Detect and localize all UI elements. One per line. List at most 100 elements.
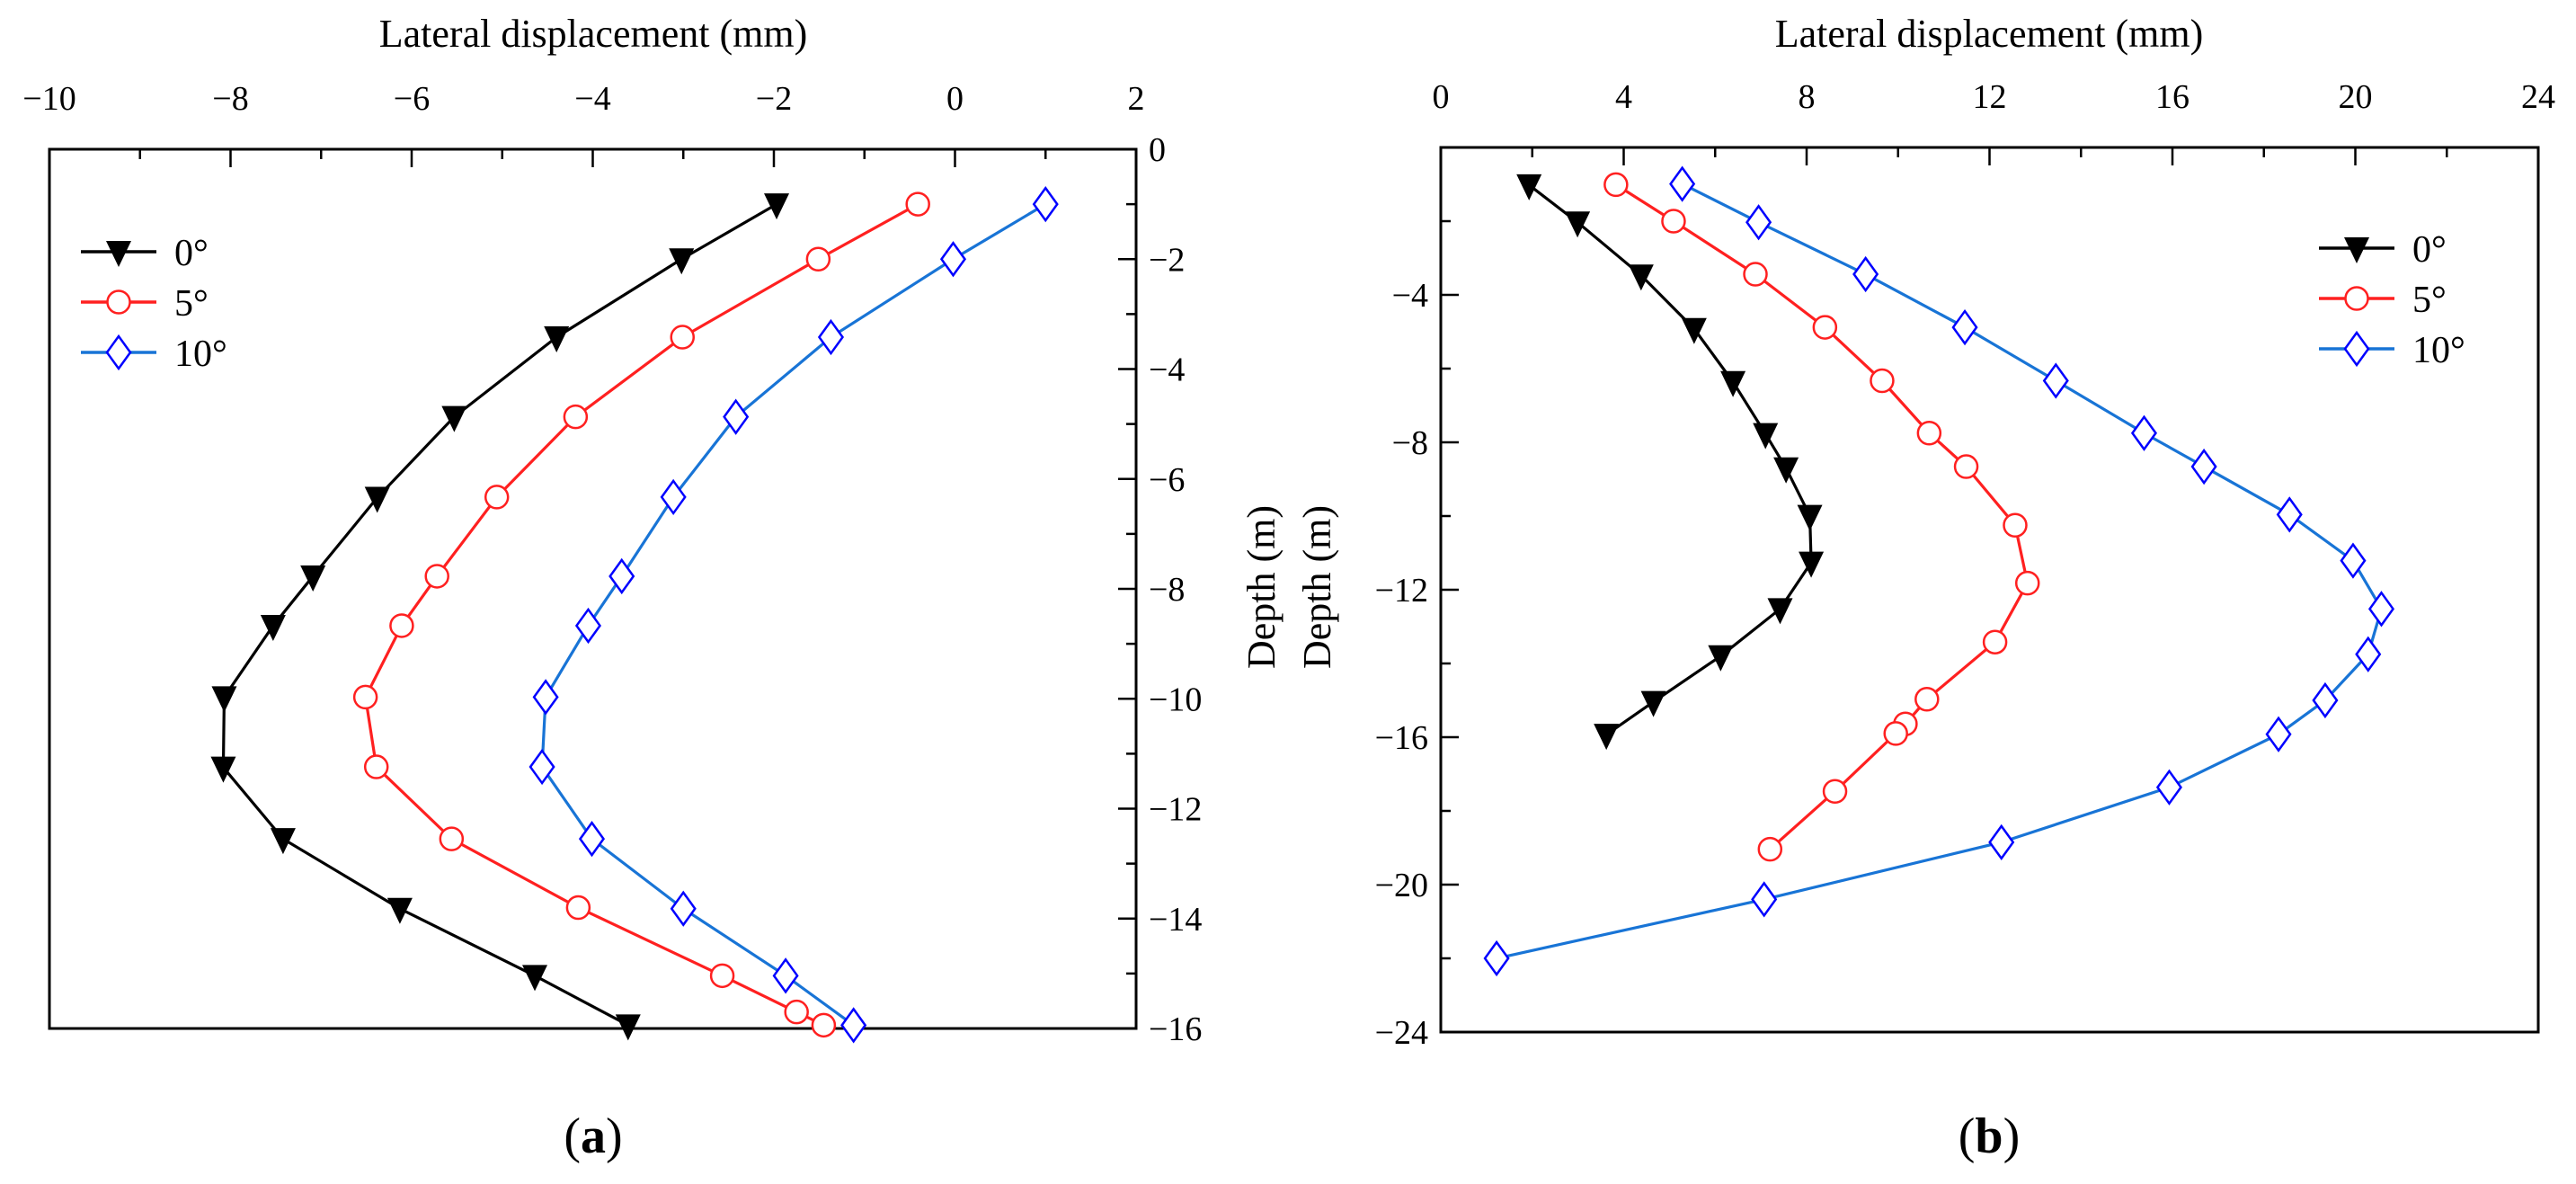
- y-tick-label-b: −4: [1392, 277, 1428, 315]
- data-point: [2340, 542, 2367, 579]
- legend-item-a-1: 5°: [81, 283, 209, 325]
- data-point: [1743, 262, 1768, 287]
- x-tick-label-a: −2: [756, 80, 792, 118]
- panel-label-b: b: [1975, 1108, 2003, 1164]
- chart-panel-b: Lateral displacement (mm) Depth (m) (b) …: [1295, 12, 2555, 1164]
- data-point: [2355, 636, 2382, 672]
- legend-label: 0°: [174, 233, 209, 274]
- data-point: [660, 478, 687, 516]
- data-point: [1883, 721, 1908, 746]
- data-point: [1916, 421, 1942, 446]
- data-point: [1708, 645, 1734, 672]
- y-tick-label-a: −6: [1149, 461, 1185, 499]
- data-point: [1797, 504, 1823, 531]
- legend-item-b-1: 5°: [2319, 280, 2447, 321]
- data-point: [389, 613, 414, 638]
- legend-item-b-2: 10°: [2319, 330, 2465, 371]
- legend-marker: [105, 334, 132, 371]
- data-point: [211, 686, 237, 713]
- data-point: [1628, 264, 1654, 291]
- series-line: [1496, 182, 2384, 960]
- y-tick-label-a: −16: [1149, 1010, 1202, 1048]
- x-tick-label-a: −6: [394, 80, 430, 118]
- series-line: [221, 202, 777, 1027]
- x-axis-title-b: Lateral displacement (mm): [1775, 12, 2203, 56]
- data-point: [2265, 716, 2292, 752]
- data-point: [2130, 414, 2158, 451]
- data-point: [784, 999, 809, 1025]
- plot-frame-b: [1439, 146, 2540, 1034]
- data-point: [1745, 204, 1772, 241]
- data-point: [805, 246, 831, 272]
- data-point: [1951, 308, 1978, 346]
- data-point: [352, 684, 378, 710]
- y-axis-title-a: Depth (m): [1239, 505, 1284, 669]
- y-tick-label-a: −12: [1149, 791, 1202, 829]
- data-point: [1669, 165, 1696, 202]
- series-a-1: [352, 191, 930, 1038]
- series-a-0: [210, 193, 790, 1041]
- data-point: [439, 826, 465, 851]
- data-point: [522, 965, 548, 992]
- data-point: [608, 557, 635, 595]
- data-point: [260, 614, 286, 641]
- y-tick-label-b: −8: [1392, 424, 1428, 462]
- data-point: [2042, 362, 2069, 399]
- data-point: [2155, 769, 2182, 806]
- data-point: [1751, 881, 1778, 918]
- data-point: [1757, 836, 1783, 862]
- data-point: [363, 754, 389, 779]
- data-point: [1565, 211, 1591, 238]
- y-tick-label-a: 0: [1149, 131, 1166, 169]
- plot-frame-a: [48, 147, 1138, 1030]
- data-point: [532, 679, 559, 716]
- y-tick-label-a: −4: [1149, 352, 1185, 389]
- y-tick-label-a: −14: [1149, 901, 1202, 939]
- x-tick-label-a: −10: [22, 80, 76, 118]
- series-line: [1614, 183, 2030, 850]
- data-point: [2003, 512, 2028, 538]
- x-tick-label-a: −8: [212, 80, 248, 118]
- series-b-2: [1483, 165, 2395, 977]
- x-tick-label-b: 20: [2339, 78, 2373, 116]
- data-point: [1988, 823, 2015, 860]
- data-point: [2014, 570, 2040, 596]
- series-a-2: [529, 185, 1059, 1044]
- legend-item-b-0: 0°: [2319, 229, 2447, 271]
- data-point: [578, 820, 606, 858]
- data-point: [764, 193, 790, 220]
- y-tick-label-b: −12: [1375, 572, 1428, 610]
- legend-label: 10°: [174, 334, 227, 375]
- data-point: [1870, 368, 1895, 394]
- data-point: [2276, 496, 2303, 533]
- legend-marker: [106, 241, 131, 267]
- panel-label-a: a: [581, 1108, 606, 1164]
- x-axis-title-a: Lateral displacement (mm): [379, 12, 807, 56]
- series-line: [1528, 183, 1813, 736]
- data-point: [1914, 687, 1940, 712]
- data-point: [669, 248, 695, 275]
- x-tick-label-b: 12: [1973, 78, 2007, 116]
- data-point: [1753, 423, 1779, 450]
- data-point: [840, 1007, 867, 1044]
- data-point: [1640, 690, 1666, 717]
- legend-label: 5°: [174, 283, 209, 325]
- data-point: [772, 957, 799, 994]
- legend-item-a-2: 10°: [81, 334, 227, 375]
- y-tick-label-a: −2: [1149, 241, 1185, 279]
- data-point: [2312, 681, 2339, 719]
- data-point: [709, 963, 735, 989]
- data-point: [1681, 317, 1707, 344]
- data-point: [1767, 598, 1793, 625]
- data-point: [563, 404, 589, 430]
- data-point: [386, 897, 413, 924]
- data-point: [1483, 939, 1510, 977]
- y-tick-label-b: −20: [1375, 867, 1428, 904]
- data-point: [817, 318, 845, 356]
- data-point: [1032, 185, 1059, 223]
- legend-label: 0°: [2412, 229, 2447, 271]
- data-point: [905, 191, 930, 217]
- data-point: [424, 564, 449, 589]
- data-point: [441, 405, 467, 432]
